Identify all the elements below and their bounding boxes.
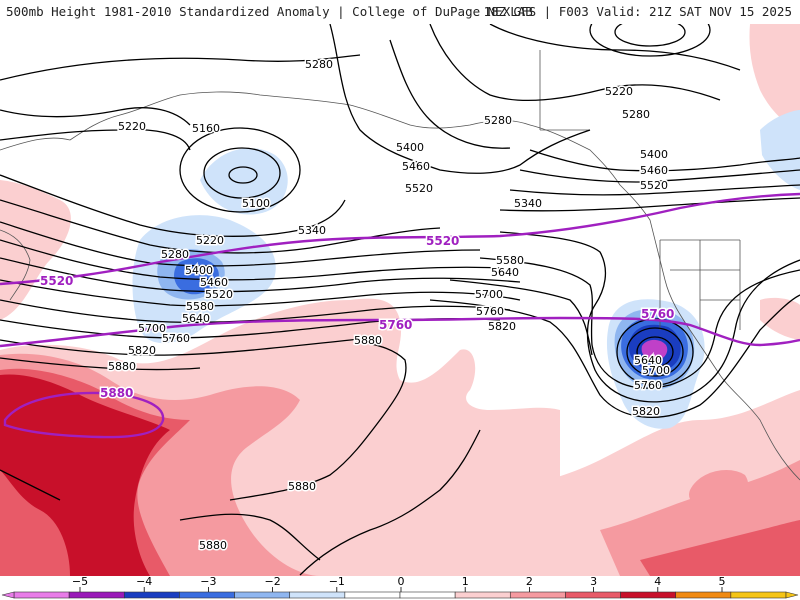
colorbar-swatch — [289, 591, 346, 599]
height-contours — [0, 24, 800, 576]
contour-label: 5520 — [405, 182, 433, 195]
contour-label: 5820 — [632, 405, 660, 418]
magenta-contour-label: 5520 — [426, 234, 459, 248]
weather-map: 5280 5220 5160 5100 5340 5220 5280 5400 … — [0, 24, 800, 576]
magenta-contour-label: 5880 — [100, 386, 133, 400]
contour-label: 5400 — [640, 148, 668, 161]
contour-label: 5700 — [138, 322, 166, 335]
contour-label: 5700 — [475, 288, 503, 301]
magenta-contour-labels: 5520 5520 5760 5760 5880 — [39, 233, 676, 402]
contour-label: 5820 — [128, 344, 156, 357]
contour-label: 5640 — [182, 312, 210, 325]
colorbar-tick-label: −2 — [264, 576, 280, 588]
contour-label: 5400 — [396, 141, 424, 154]
negative-anomaly-central-core — [174, 258, 219, 295]
contour-labels: 5280 5220 5160 5100 5340 5220 5280 5400 … — [107, 57, 672, 554]
contour-label: 5760 — [162, 332, 190, 345]
colorbar-swatch — [179, 591, 235, 599]
colorbar-swatch — [454, 591, 511, 599]
contour-label: 5640 — [634, 354, 662, 367]
negative-anomaly-northeast — [760, 110, 800, 190]
colorbar-tick-label: −5 — [72, 576, 88, 588]
colorbar-swatch — [234, 591, 291, 599]
contour-label: 5280 — [161, 248, 189, 261]
cutoff-low-core — [641, 339, 668, 361]
colorbar-swatch — [123, 591, 180, 599]
colorbar-tick-label: 0 — [398, 576, 405, 588]
colorbar-swatch — [675, 591, 732, 599]
colorbar-min-arrow — [1, 591, 15, 599]
colorbar-ticks: −5 −4 −3 −2 −1 0 1 2 3 4 5 — [72, 576, 726, 592]
contour-label: 5340 — [514, 197, 542, 210]
colorbar-tick-label: −1 — [329, 576, 345, 588]
contour-label: 5460 — [402, 160, 430, 173]
contour-label: 5160 — [192, 122, 220, 135]
contour-label: 5820 — [488, 320, 516, 333]
contour-label: 5460 — [640, 164, 668, 177]
contour-label: 5760 — [634, 379, 662, 392]
magenta-contour-label: 5760 — [641, 307, 674, 321]
contour-label: 5100 — [242, 197, 270, 210]
colorbar-tick-label: −3 — [200, 576, 216, 588]
contour-label: 5880 — [288, 480, 316, 493]
magenta-contour-label: 5760 — [379, 318, 412, 332]
positive-anomaly-northeast — [749, 24, 800, 130]
negative-anomaly-north-low — [200, 148, 288, 215]
contour-label: 5220 — [605, 85, 633, 98]
colorbar-swatch — [399, 591, 456, 599]
positive-anomaly-east-blob — [689, 470, 749, 509]
contour-label: 5760 — [476, 305, 504, 318]
colorbar-swatch — [565, 591, 621, 599]
colorbar-tick-label: 3 — [590, 576, 597, 588]
colorbar-tick-label: −4 — [136, 576, 152, 588]
contour-label: 5880 — [199, 539, 227, 552]
colorbar-tick-label: 2 — [526, 576, 533, 588]
contour-label: 5280 — [305, 58, 333, 71]
contour-label: 5580 — [496, 254, 524, 267]
contour-label: 5880 — [108, 360, 136, 373]
colorbar-tick-label: 4 — [654, 576, 661, 588]
contour-label: 5340 — [298, 224, 326, 237]
magenta-contour-label: 5520 — [40, 274, 73, 288]
colorbar-tick-label: 5 — [719, 576, 726, 588]
colorbar-tick-label: 1 — [462, 576, 469, 588]
contour-label: 5700 — [642, 364, 670, 377]
contour-label: 5220 — [118, 120, 146, 133]
positive-anomaly-west-core — [0, 374, 170, 576]
map-header: 500mb Height 1981-2010 Standardized Anom… — [0, 0, 800, 24]
contour-label: 5520 — [205, 288, 233, 301]
colorbar-max-arrow — [785, 591, 799, 599]
contour-label: 5220 — [196, 234, 224, 247]
contour-label: 5460 — [200, 276, 228, 289]
colorbar-swatch — [68, 591, 125, 599]
colorbar-swatch — [620, 591, 677, 599]
colorbar-swatch — [13, 591, 70, 599]
contour-label: 5580 — [186, 300, 214, 313]
map-title: 500mb Height 1981-2010 Standardized Anom… — [6, 4, 533, 19]
contour-label: 5280 — [622, 108, 650, 121]
contour-label: 5880 — [354, 334, 382, 347]
contour-label: 5280 — [484, 114, 512, 127]
contour-label: 5640 — [491, 266, 519, 279]
colorbar-swatch — [509, 591, 566, 599]
anomaly-colorbar: −5 −4 −3 −2 −1 0 1 2 3 4 5 — [0, 576, 800, 600]
colorbar-swatch — [344, 591, 401, 599]
positive-anomaly-east-strong — [640, 520, 800, 576]
model-valid-time: 18Z GFS | F003 Valid: 21Z SAT NOV 15 202… — [483, 4, 792, 19]
contour-label: 5400 — [185, 264, 213, 277]
positive-anomaly-east-small — [760, 297, 800, 340]
contour-label: 5520 — [640, 179, 668, 192]
coastlines — [0, 50, 800, 481]
colorbar-swatches — [1, 591, 799, 599]
colorbar-swatch — [730, 591, 787, 599]
magenta-contours — [0, 192, 800, 439]
